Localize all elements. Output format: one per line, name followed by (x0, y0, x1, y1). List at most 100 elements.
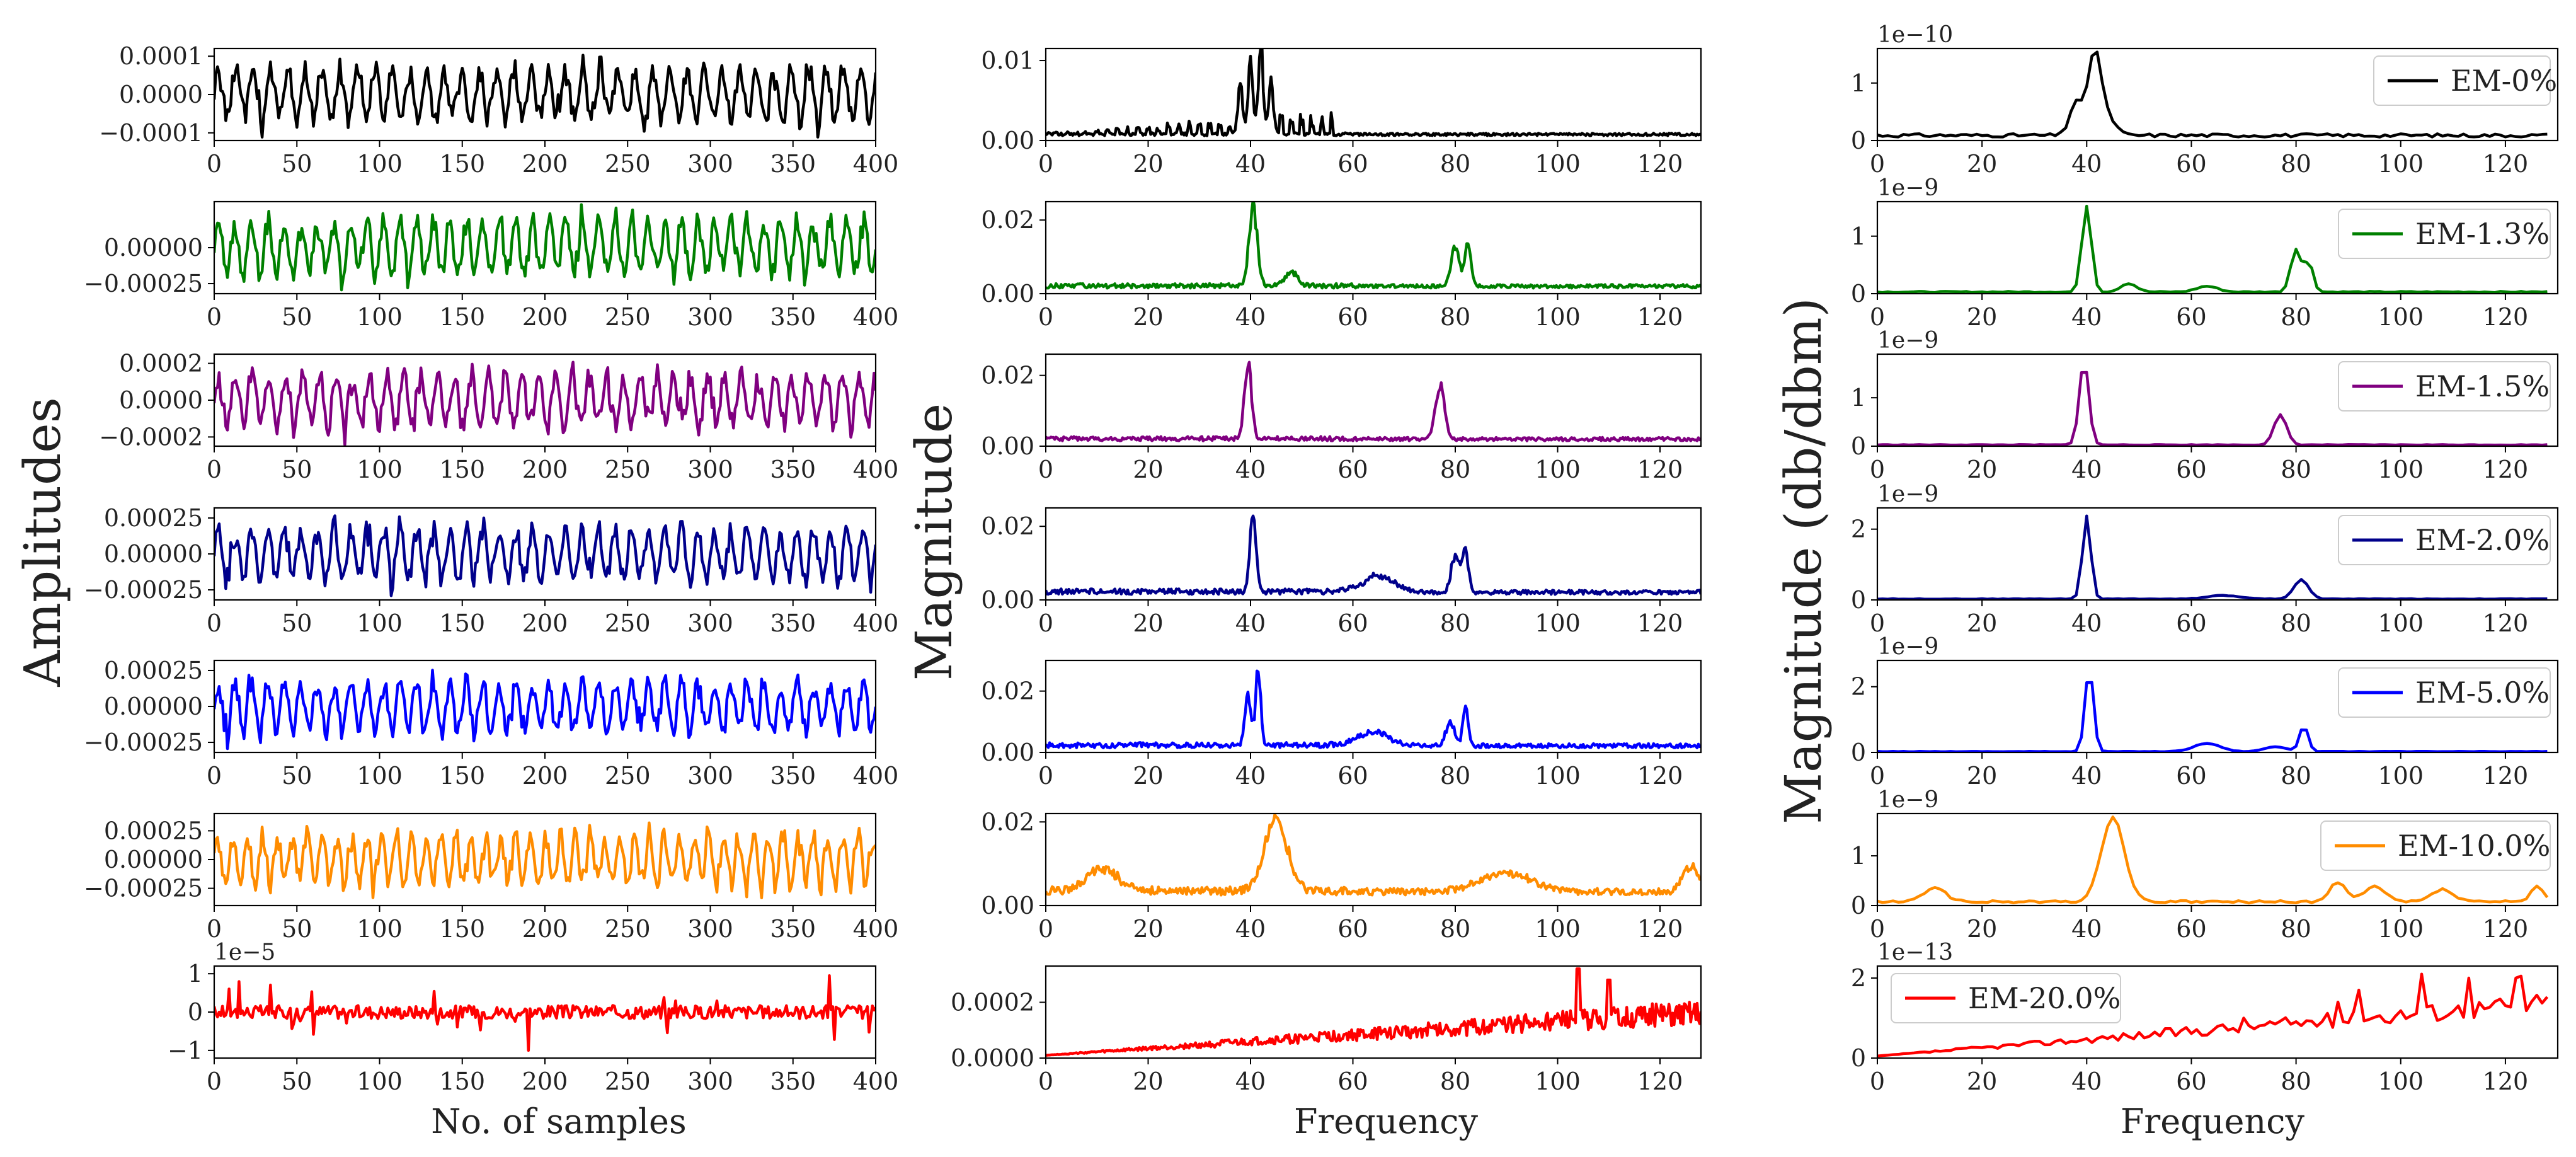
legend-box (2338, 515, 2551, 565)
y-tick-label: 0 (1851, 127, 1866, 154)
x-tick-label: 200 (522, 1068, 568, 1095)
legend: EM-10.0% (2320, 820, 2551, 871)
x-tick-label: 100 (2378, 1068, 2424, 1095)
x-tick-label: 250 (605, 456, 651, 483)
x-tick-label: 300 (687, 609, 733, 637)
x-tick-label: 400 (853, 609, 899, 637)
x-tick-label: 20 (1133, 1068, 1163, 1095)
x-tick-label: 0 (1038, 1068, 1053, 1095)
x-tick-label: 0 (1038, 150, 1053, 178)
x-tick-label: 200 (522, 609, 568, 637)
y-tick-label: −0.00025 (84, 875, 203, 902)
panel-fft-EM-5.0: 0 20 40 60 80 100 120 0.02 0.00 (981, 659, 1702, 790)
x-tick-label: 100 (357, 1068, 403, 1095)
x-tick-label: 0 (1870, 609, 1885, 637)
x-tick-label: 0 (1870, 762, 1885, 790)
x-tick-label: 150 (439, 1068, 485, 1095)
x-tick-label: 60 (2176, 609, 2206, 637)
x-tick-label: 100 (357, 915, 403, 943)
axes-frame (213, 353, 877, 447)
ylabel-amplitudes: Amplitudes (13, 397, 72, 687)
panel-time-EM-1.5: 0 50 100 150 200 250 300 350 400 0.0002 0.0000 −0.0… (99, 350, 898, 483)
panel-time-EM-0: 0 50 100 150 200 250 300 350 400 0.0001 0.0000 −0.0… (99, 42, 898, 178)
x-tick-label: 50 (282, 609, 312, 637)
axes-frame (1045, 812, 1702, 907)
panel-time-EM-1.3: 0 50 100 150 200 250 300 350 400 0.00000 −0.00025 (84, 200, 899, 331)
x-tick-label: 40 (2071, 456, 2102, 483)
y-tick-label: 0.00025 (104, 817, 203, 844)
panel-fft-EM-2.0: 0 20 40 60 80 100 120 0.02 0.00 (981, 507, 1702, 637)
y-tick-label: 2 (1851, 964, 1866, 992)
y-tick-label: 0.00000 (104, 234, 203, 262)
series-line (1877, 371, 2548, 446)
ylabel-magnitude-db: Magnitude (db/dbm) (1774, 297, 1833, 824)
x-tick-label: 200 (522, 456, 568, 483)
x-tick-label: 20 (1967, 915, 1997, 943)
y-tick-label: −0.00025 (84, 576, 203, 604)
axes-frame (1045, 965, 1702, 1059)
panels: 0 50 100 150 200 250 300 350 4000.00010.0000−0.0… (84, 22, 2559, 1095)
x-tick-label: 0 (1038, 915, 1053, 943)
axes-frame (1045, 659, 1702, 754)
axis-exponent: 1e−5 (214, 940, 275, 965)
x-tick-label: 80 (2281, 1068, 2311, 1095)
panel-fft-EM-0: 0 20 40 60 80 100 120 0.01 0.00 (981, 47, 1702, 178)
y-tick-label: 0.02 (981, 512, 1034, 540)
x-tick-label: 80 (1440, 456, 1470, 483)
x-tick-label: 0 (1038, 609, 1053, 637)
x-tick-label: 40 (2071, 303, 2102, 331)
y-tick-label: 0.00 (981, 127, 1034, 154)
x-tick-label: 100 (1535, 1068, 1581, 1095)
y-tick-label: 0.00 (981, 739, 1034, 766)
axes-frame (1045, 47, 1702, 142)
legend-box (2338, 361, 2551, 412)
axes-frame (1045, 507, 1702, 601)
x-tick-label: 400 (853, 762, 899, 790)
legend-label: EM-1.5% (2415, 369, 2550, 403)
x-tick-label: 400 (853, 303, 899, 331)
x-tick-label: 100 (2378, 762, 2424, 790)
y-tick-label: 0 (1851, 892, 1866, 919)
legend: EM-1.5% (2338, 361, 2551, 412)
series-line (214, 514, 876, 597)
xlabel-frequency-right: Frequency (2121, 1102, 2305, 1141)
series-line (214, 669, 876, 751)
xlabel-frequency-mid: Frequency (1294, 1102, 1479, 1141)
x-tick-label: 350 (770, 762, 816, 790)
x-tick-label: 20 (1133, 609, 1163, 637)
x-tick-label: 20 (1967, 456, 1997, 483)
axis-exponent: 1e−13 (1877, 940, 1953, 965)
x-tick-label: 60 (2176, 303, 2206, 331)
x-tick-label: 120 (1637, 762, 1683, 790)
panel-time-EM-2.0: 0 50 100 150 200 250 300 350 400 0.00025 0.00000 −0… (84, 504, 898, 637)
x-tick-label: 40 (1235, 1068, 1266, 1095)
x-tick-label: 20 (1967, 150, 1997, 178)
y-tick-label: 0.00000 (104, 540, 203, 568)
x-tick-label: 0 (1870, 303, 1885, 331)
series-line (214, 360, 876, 446)
x-tick-label: 60 (2176, 456, 2206, 483)
x-tick-label: 200 (522, 915, 568, 943)
x-tick-label: 150 (439, 150, 485, 178)
x-tick-label: 80 (1440, 762, 1470, 790)
legend-box (2338, 667, 2551, 718)
y-tick-label: 0.0002 (951, 989, 1034, 1016)
x-tick-label: 350 (770, 915, 816, 943)
x-tick-label: 80 (2281, 915, 2311, 943)
series-line (214, 203, 876, 292)
x-tick-label: 0 (207, 456, 222, 483)
series-line (214, 54, 876, 139)
x-tick-label: 20 (1133, 456, 1163, 483)
x-tick-label: 0 (207, 1068, 222, 1095)
series-line (1877, 681, 2548, 752)
x-tick-label: 300 (687, 303, 733, 331)
x-tick-label: 40 (1235, 915, 1266, 943)
x-tick-label: 200 (522, 762, 568, 790)
series-line (1046, 814, 1701, 897)
x-tick-label: 300 (687, 915, 733, 943)
x-tick-label: 150 (439, 456, 485, 483)
y-tick-label: 1 (1851, 69, 1866, 97)
series-line (1877, 972, 2549, 1058)
x-tick-label: 100 (357, 150, 403, 178)
